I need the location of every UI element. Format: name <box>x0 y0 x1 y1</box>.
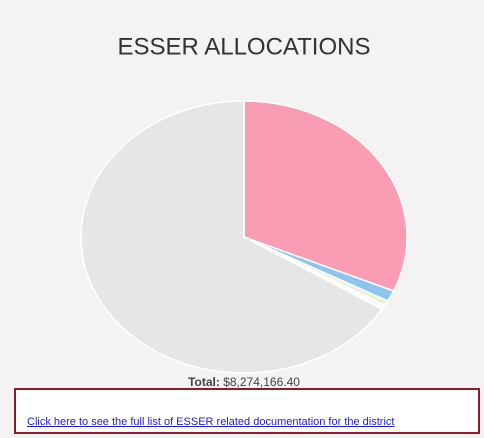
pie <box>80 100 408 374</box>
documentation-link[interactable]: Click here to see the full list of ESSER… <box>27 416 395 428</box>
pie-slice <box>243 100 408 292</box>
link-box: Click here to see the full list of ESSER… <box>14 388 480 434</box>
pie-slice <box>80 100 384 374</box>
total: Total: $8,274,166.40 <box>188 375 300 389</box>
total-value: $8,274,166.40 <box>223 375 300 389</box>
chart-title: ESSER ALLOCATIONS <box>118 33 371 60</box>
total-label: Total: <box>188 375 220 389</box>
